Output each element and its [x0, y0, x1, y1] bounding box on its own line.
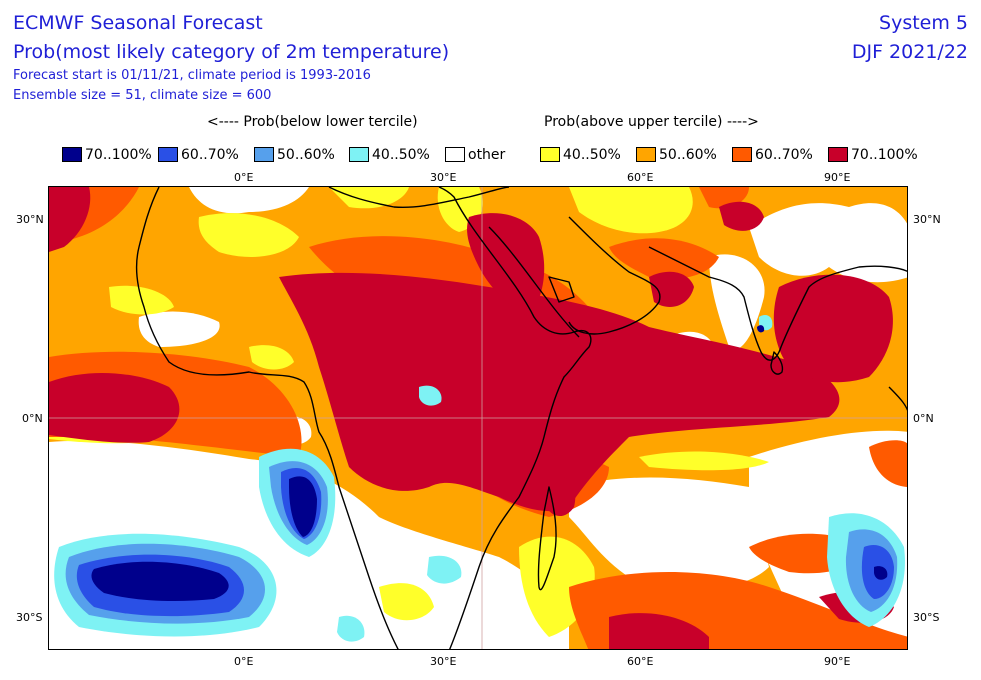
lat-tick-left: 0°N [22, 412, 43, 425]
above-70-100-regions [49, 187, 894, 649]
legend-label: 70..100% [85, 147, 152, 163]
title: ECMWF Seasonal Forecast [13, 12, 263, 34]
lat-tick-right: 30°S [913, 611, 940, 624]
legend-swatch [445, 147, 465, 162]
legend-below-heading: <---- Prob(below lower tercile) [207, 114, 418, 130]
lon-tick-bottom: 60°E [627, 655, 654, 668]
lat-tick-left: 30°N [16, 213, 44, 226]
legend-label: 50..60% [277, 147, 335, 163]
legend-label: other [468, 147, 506, 163]
legend-label: 70..100% [851, 147, 918, 163]
legend-swatch [828, 147, 848, 162]
legend-swatch [732, 147, 752, 162]
lon-tick-bottom: 90°E [824, 655, 851, 668]
lat-tick-right: 0°N [913, 412, 934, 425]
lon-tick-top: 90°E [824, 171, 851, 184]
probability-map [48, 186, 908, 650]
system-label: System 5 [879, 12, 968, 34]
below-70-100-regions [91, 325, 888, 601]
lon-tick-top: 30°E [430, 171, 457, 184]
coastlines [135, 187, 907, 649]
map-canvas [49, 187, 907, 649]
lon-tick-bottom: 0°E [234, 655, 254, 668]
ensemble-info: Ensemble size = 51, climate size = 600 [13, 88, 272, 103]
lat-tick-left: 30°S [16, 611, 43, 624]
legend-swatch [349, 147, 369, 162]
legend-swatch [158, 147, 178, 162]
legend-label: 40..50% [372, 147, 430, 163]
legend-swatch [62, 147, 82, 162]
legend-swatch [254, 147, 274, 162]
season-label: DJF 2021/22 [851, 41, 968, 63]
legend-label: 60..70% [755, 147, 813, 163]
subtitle: Prob(most likely category of 2m temperat… [13, 41, 450, 63]
legend-label: 60..70% [181, 147, 239, 163]
forecast-start-info: Forecast start is 01/11/21, climate peri… [13, 68, 371, 83]
legend-label: 50..60% [659, 147, 717, 163]
legend-label: 40..50% [563, 147, 621, 163]
lon-tick-top: 60°E [627, 171, 654, 184]
legend-swatch [636, 147, 656, 162]
legend-above-heading: Prob(above upper tercile) ----> [544, 114, 759, 130]
lon-tick-top: 0°E [234, 171, 254, 184]
graticule [49, 187, 907, 649]
legend-swatch [540, 147, 560, 162]
lat-tick-right: 30°N [913, 213, 941, 226]
lon-tick-bottom: 30°E [430, 655, 457, 668]
